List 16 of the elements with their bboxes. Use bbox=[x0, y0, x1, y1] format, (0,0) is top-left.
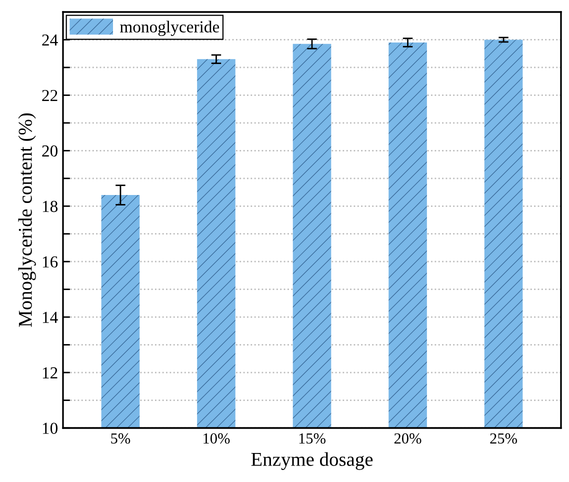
x-tick-label: 25% bbox=[490, 433, 518, 444]
x-tick-label: 5% bbox=[111, 433, 130, 444]
y-tick-label: 18 bbox=[42, 200, 58, 212]
y-tick-label: 16 bbox=[42, 256, 58, 268]
y-axis-title: Monoglyceride content (%) bbox=[18, 113, 36, 327]
x-tick-label: 15% bbox=[299, 433, 326, 444]
y-tick-label: 24 bbox=[42, 34, 58, 46]
y-tick-label: 12 bbox=[42, 367, 58, 378]
x-axis-title: Enzyme dosage bbox=[251, 452, 373, 470]
x-tick-label: 20% bbox=[394, 433, 422, 444]
x-tick-label: 10% bbox=[204, 433, 230, 444]
y-tick-label: 14 bbox=[42, 312, 58, 323]
y-tick-label: 10 bbox=[42, 422, 58, 434]
legend-label: monoglyceride bbox=[120, 20, 220, 36]
y-tick-label: 20 bbox=[42, 145, 58, 157]
y-tick-label: 22 bbox=[42, 90, 58, 101]
